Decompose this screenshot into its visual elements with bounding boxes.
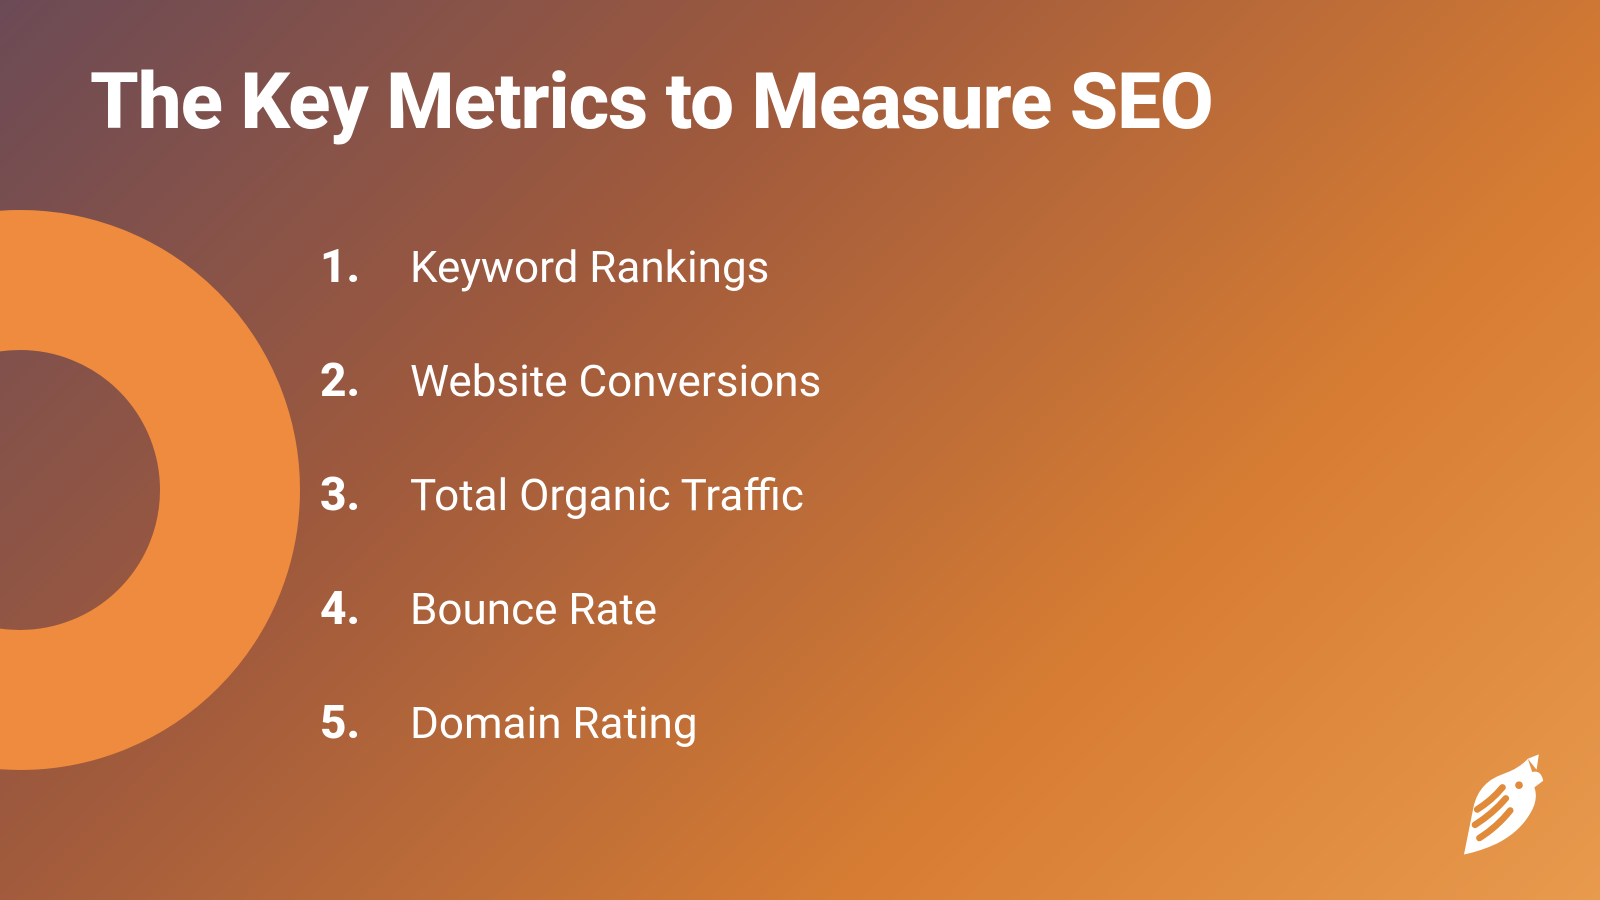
list-item: 2. Website Conversions xyxy=(320,354,821,408)
metrics-list: 1. Keyword Rankings 2. Website Conversio… xyxy=(320,240,821,810)
list-number: 3. xyxy=(320,468,410,522)
page-title: The Key Metrics to Measure SEO xyxy=(90,62,1540,144)
list-item: 3. Total Organic Traffic xyxy=(320,468,821,522)
list-label: Keyword Rankings xyxy=(410,241,769,293)
list-number: 5. xyxy=(320,696,410,750)
list-number: 1. xyxy=(320,240,410,294)
zebra-icon xyxy=(1442,750,1552,860)
list-item: 4. Bounce Rate xyxy=(320,582,821,636)
list-label: Website Conversions xyxy=(410,355,821,407)
list-number: 4. xyxy=(320,582,410,636)
list-label: Total Organic Traffic xyxy=(410,469,804,521)
list-label: Domain Rating xyxy=(410,697,698,749)
list-item: 1. Keyword Rankings xyxy=(320,240,821,294)
list-label: Bounce Rate xyxy=(410,583,657,635)
list-number: 2. xyxy=(320,354,410,408)
list-item: 5. Domain Rating xyxy=(320,696,821,750)
